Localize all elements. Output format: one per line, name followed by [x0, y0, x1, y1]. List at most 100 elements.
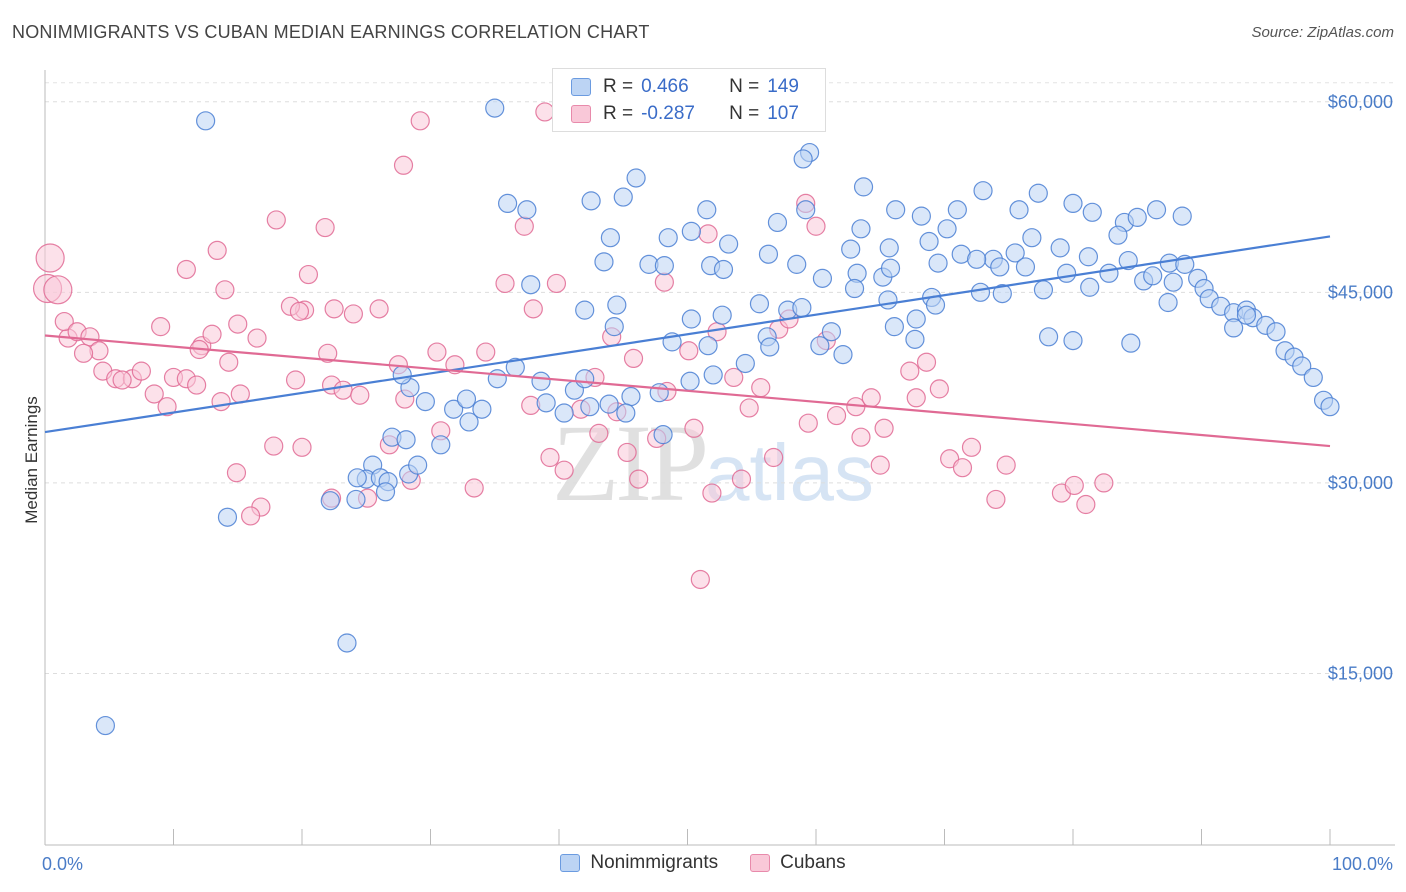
cubans-point — [751, 378, 771, 398]
cubans-point — [285, 370, 306, 390]
cubans-point — [679, 341, 699, 361]
nonimmigrants-point — [905, 329, 925, 349]
cubans-point — [851, 427, 871, 447]
cubans-point — [724, 367, 744, 388]
watermark-zip: ZIP — [552, 402, 709, 524]
nonimmigrants-point — [594, 252, 614, 272]
nonimmigrants-point — [973, 181, 993, 201]
cubans-point — [43, 275, 73, 305]
cubans-point — [1076, 494, 1096, 515]
nonimmigrants-point — [408, 455, 428, 475]
cubans-point — [906, 388, 926, 408]
nonimmigrants-trend-line — [44, 235, 1331, 434]
y-tick-label: $30,000 — [1328, 473, 1393, 493]
nonimmigrants-point — [833, 344, 853, 365]
nonimmigrants-point — [681, 221, 701, 241]
nonimmigrants-point — [1172, 206, 1192, 226]
nonimmigrants-point — [347, 468, 367, 488]
cubans-point — [589, 423, 609, 443]
nonimmigrants-point — [970, 282, 991, 302]
x-tick-label: 0.0% — [42, 854, 83, 874]
nonimmigrants-point — [1056, 263, 1077, 283]
nonimmigrants-point — [575, 369, 595, 389]
nonimmigrants-point — [1078, 247, 1099, 267]
nonimmigrants-points — [95, 98, 1340, 736]
nonimmigrants-point — [749, 294, 770, 314]
nonimmigrants-point — [607, 295, 627, 315]
nonimmigrants-point — [1038, 327, 1059, 347]
nonimmigrants-point — [1009, 200, 1029, 220]
cubans-point — [228, 314, 248, 334]
nonimmigrants-point — [796, 200, 816, 220]
watermark: ZIPatlas — [552, 400, 874, 527]
nonimmigrants-point — [906, 309, 926, 329]
legend-item-nonimmigrants[interactable]: Nonimmigrants — [560, 852, 718, 874]
cubans-point — [112, 370, 132, 390]
nonimmigrants-point — [581, 191, 601, 211]
cubans-point — [410, 111, 430, 131]
nonimmigrants-point — [621, 386, 641, 407]
nonimmigrants-point — [947, 200, 967, 220]
cubans-point — [739, 398, 759, 418]
nonimmigrants-point — [217, 507, 238, 527]
cubans-point — [1064, 475, 1084, 496]
nonimmigrants-point — [654, 256, 674, 276]
cubans-point — [292, 437, 312, 457]
cubans-point — [546, 273, 567, 294]
cubans-point — [684, 418, 704, 438]
cubans-point — [798, 413, 818, 433]
nonimmigrants-point — [554, 403, 574, 423]
cubans-point — [731, 469, 752, 489]
cubans-point — [523, 299, 543, 319]
nonimmigrants-point — [1266, 322, 1286, 342]
nonimmigrants-point — [472, 399, 492, 419]
cubans-point — [298, 264, 319, 285]
nonimmigrants-point — [928, 253, 948, 273]
cubans-point — [654, 272, 674, 292]
legend-r-label: R = — [603, 103, 634, 124]
y-tick-label: $60,000 — [1328, 92, 1393, 112]
legend-label-nonimmigrants: Nonimmigrants — [590, 852, 719, 873]
nonimmigrants-point — [498, 193, 518, 214]
legend-swatch-cubans — [750, 854, 771, 872]
cubans-point — [230, 384, 250, 404]
nonimmigrants-point — [599, 394, 619, 414]
nonimmigrants-point — [810, 336, 830, 356]
cubans-point — [324, 299, 344, 319]
nonimmigrants-point — [604, 317, 624, 337]
cubans-point — [202, 324, 222, 344]
nonimmigrants-point — [1108, 225, 1128, 245]
cubans-point — [690, 569, 710, 590]
nonimmigrants-point — [1005, 243, 1025, 263]
nonimmigrants-point — [681, 309, 701, 329]
cubans-point — [763, 447, 784, 468]
nonimmigrants-point — [841, 239, 861, 259]
nonimmigrants-point — [719, 234, 739, 254]
legend-n-label: N = — [729, 76, 760, 97]
nonimmigrants-point — [1033, 280, 1054, 300]
cubans-point — [427, 342, 447, 362]
legend-item-cubans[interactable]: Cubans — [750, 852, 846, 874]
nonimmigrants-point — [712, 305, 732, 325]
cubans-point — [464, 478, 484, 498]
series-legend: Nonimmigrants Cubans — [0, 852, 1406, 874]
cubans-point — [623, 348, 644, 369]
nonimmigrants-point — [767, 212, 788, 233]
nonimmigrants-point — [937, 219, 957, 239]
legend-r-value: 0.466 — [641, 76, 689, 97]
cubans-point — [266, 210, 286, 230]
cubans-point — [241, 506, 261, 526]
cubans-point — [73, 343, 94, 363]
nonimmigrants-point — [392, 365, 412, 385]
cubans-point — [1094, 473, 1114, 493]
nonimmigrants-point — [1320, 397, 1340, 417]
nonimmigrants-point — [697, 200, 717, 220]
nonimmigrants-point — [459, 412, 479, 432]
nonimmigrants-point — [1143, 266, 1163, 286]
nonimmigrants-point — [911, 206, 931, 226]
nonimmigrants-point — [1022, 228, 1042, 248]
nonimmigrants-point — [787, 254, 807, 274]
nonimmigrants-point — [879, 238, 899, 258]
cubans-point — [540, 447, 560, 468]
nonimmigrants-point — [1163, 272, 1183, 292]
